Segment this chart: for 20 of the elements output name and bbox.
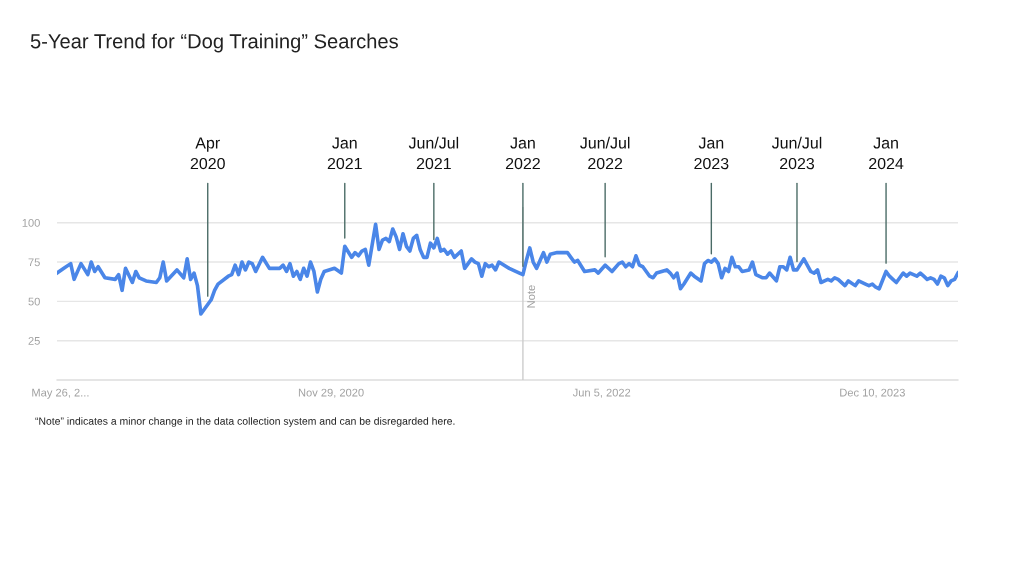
x-tick-label: Nov 29, 2020 <box>298 388 364 398</box>
annotation: Jan 2024 <box>869 137 904 170</box>
annotation: Jun/Jul 2022 <box>580 136 630 170</box>
ref-line-label: Note <box>527 285 535 308</box>
annotation: Jan 2023 <box>694 137 729 170</box>
annotation: Jan 2021 <box>327 137 362 170</box>
y-tick-label: 75 <box>28 258 40 267</box>
x-tick-label: Jun 5, 2022 <box>572 388 631 398</box>
line-series <box>57 222 958 316</box>
annotation: Jun/Jul 2023 <box>771 136 822 170</box>
y-tick-label: 50 <box>28 297 40 306</box>
x-tick-label: May 26, 2... <box>32 388 89 399</box>
text: “Note” indicates a minor change in the data collection system and can be disregarded here. <box>35 417 455 427</box>
x-tick-label: Dec 10, 2023 <box>840 388 905 398</box>
annotation: Jan 2022 <box>505 137 540 170</box>
y-tick-label: 25 <box>28 336 40 345</box>
chart-title: 5-Year Trend for “Dog Training” Searches <box>30 33 398 53</box>
annotation: Apr 2020 <box>190 137 225 170</box>
y-tick-label: 100 <box>22 218 40 227</box>
annotation: Jun/Jul 2021 <box>408 136 459 170</box>
